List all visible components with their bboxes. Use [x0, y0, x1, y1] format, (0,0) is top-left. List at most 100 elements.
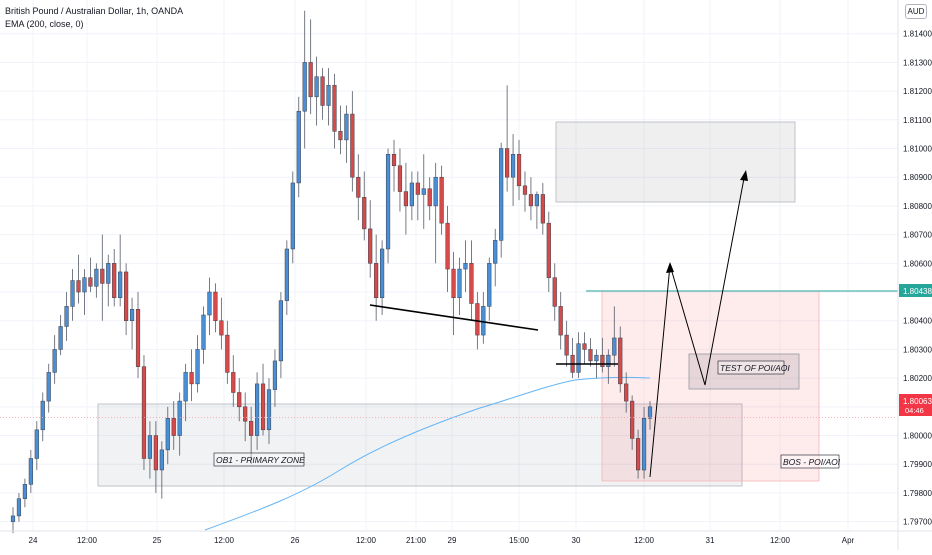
bullish-candle [94, 268, 99, 287]
price-tick-label: 1.80700 [903, 231, 932, 240]
currency-badge[interactable]: AUD [905, 4, 927, 19]
zones [97, 121, 820, 487]
bullish-candle [487, 263, 492, 307]
bullish-candle [58, 326, 63, 350]
bullish-candle [641, 418, 647, 471]
bullish-candle [290, 182, 295, 250]
bullish-candle [10, 515, 16, 522]
test-label-box [717, 360, 785, 375]
bullish-candle [481, 306, 486, 336]
price-tick-label: 1.80000 [903, 432, 932, 441]
bearish-candle [308, 62, 313, 98]
bullish-candle [499, 148, 504, 241]
time-tick-label: Apr [842, 536, 855, 545]
bearish-candle [231, 372, 236, 393]
bullish-candle [52, 349, 57, 373]
time-tick-label: 25 [153, 536, 162, 545]
test-label[interactable]: TEST OF POI/AOI [720, 363, 790, 373]
bos-label-box [780, 454, 840, 469]
indicator-label[interactable]: EMA (200, close, 0) [5, 19, 84, 29]
projection-path [649, 172, 746, 478]
bearish-candle [451, 268, 456, 299]
ob1-label-box [213, 452, 305, 467]
bullish-candle [421, 188, 426, 195]
bearish-candle [391, 154, 397, 166]
bullish-candle [207, 291, 212, 316]
bullish-candle [201, 314, 206, 350]
bearish-candle [362, 197, 367, 230]
bearish-candle [338, 131, 343, 141]
price-tick-label: 1.80200 [903, 374, 932, 383]
bearish-candle [112, 263, 117, 299]
chart-title: British Pound / Australian Dollar, 1h, O… [5, 6, 184, 16]
bearish-candle [600, 354, 605, 367]
bearish-candle [374, 263, 379, 299]
last-price-badge [899, 394, 932, 416]
bearish-candle [153, 435, 158, 471]
bullish-candle [34, 429, 39, 459]
bearish-candle [522, 185, 528, 195]
time-tick-label: 12:00 [214, 536, 235, 545]
bearish-candle [76, 280, 81, 293]
bullish-candle [278, 300, 283, 362]
bullish-candle [612, 337, 617, 356]
bullish-candle [534, 194, 539, 207]
price-tick-label: 1.80800 [903, 202, 932, 211]
level-price-label: 1.80438 [903, 287, 932, 296]
time-tick-label: 24 [29, 536, 38, 545]
bos-label[interactable]: BOS - POI/AOI [783, 457, 841, 467]
bearish-candle [540, 194, 545, 224]
bullish-candle [272, 360, 278, 390]
bearish-candle [213, 291, 218, 321]
price-tick-label: 1.80600 [903, 259, 932, 268]
price-tick-label: 1.80900 [903, 173, 932, 182]
bearish-candle [141, 366, 147, 459]
bearish-candle [635, 438, 641, 471]
bearish-candle [135, 308, 141, 367]
drawings-layer: OB1 - PRIMARY ZONE TEST OF POI/AOI BOS - P… [0, 170, 898, 478]
bullish-candle [344, 113, 349, 141]
bearish-candle [505, 148, 510, 178]
bearish-candle [332, 85, 337, 132]
time-tick-label: 12:00 [356, 536, 377, 545]
bearish-candle [516, 154, 522, 187]
bullish-candle [46, 372, 51, 402]
price-tick-label: 1.79800 [903, 489, 932, 498]
target-zone [555, 121, 796, 203]
bullish-candle [284, 248, 289, 301]
bearish-candle [528, 194, 534, 207]
time-tick-label: 21:00 [406, 536, 427, 545]
support-trendline [369, 304, 539, 331]
bullish-candle [183, 372, 188, 402]
bullish-candle [409, 182, 414, 207]
bullish-candle [118, 271, 123, 299]
bearish-candle [397, 165, 403, 192]
bearish-candle [320, 76, 325, 106]
time-tick-label: 12:00 [77, 536, 98, 545]
time-tick-label: 29 [448, 536, 457, 545]
bullish-candle [576, 343, 581, 373]
bullish-candle [70, 280, 75, 307]
bullish-candle [64, 306, 69, 327]
ob1-label[interactable]: OB1 - PRIMARY ZONE [216, 455, 305, 465]
bullish-candle [493, 240, 498, 264]
bearish-candle [350, 113, 355, 178]
bearish-candle [558, 306, 563, 336]
bearish-candle [403, 191, 409, 207]
countdown-label: 04:46 [905, 406, 924, 415]
bullish-candle [314, 76, 319, 98]
price-tick-label: 1.81200 [903, 87, 932, 96]
bearish-candle [564, 334, 569, 356]
bearish-candle [588, 349, 593, 362]
bearish-candle [618, 337, 623, 385]
bullish-candle [606, 354, 611, 367]
ema-line [204, 376, 651, 531]
bullish-candle [510, 154, 516, 178]
bearish-candle [415, 182, 420, 195]
bearish-candle [260, 383, 266, 431]
bullish-candle [82, 277, 87, 293]
price-tick-label: 1.81300 [903, 58, 932, 67]
